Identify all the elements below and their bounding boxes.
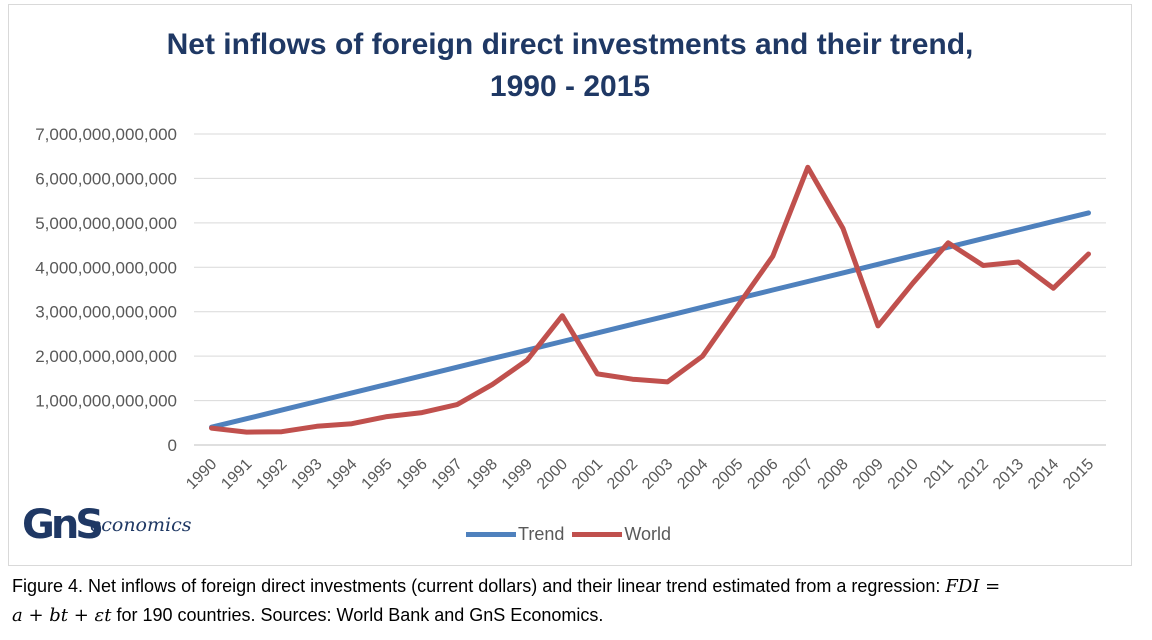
x-tick-label: 1994	[323, 456, 360, 493]
legend-item-world: World	[572, 524, 671, 545]
x-tick-label: 1999	[499, 456, 536, 493]
x-tick-label: 1991	[218, 456, 255, 493]
x-tick-label: 2002	[604, 456, 641, 493]
y-tick-label: 5,000,000,000,000	[35, 214, 177, 233]
x-tick-label: 2009	[850, 456, 887, 493]
x-tick-label: 2000	[534, 456, 571, 493]
y-tick-label: 7,000,000,000,000	[35, 125, 177, 144]
logo-mark: GnS	[22, 502, 104, 548]
x-tick-label: 1996	[394, 456, 431, 493]
x-tick-label: 2011	[921, 456, 957, 492]
series-line-trend	[209, 210, 1091, 430]
chart-title-line2: 1990 - 2015	[489, 70, 651, 103]
x-tick-label: 1997	[429, 456, 466, 493]
legend-swatch-world	[572, 532, 623, 537]
x-tick-label: 1993	[288, 456, 325, 493]
y-tick-label: 4,000,000,000,000	[35, 258, 177, 277]
x-tick-label: 1992	[253, 456, 290, 493]
chart-legend: Trend World	[466, 524, 679, 545]
x-tick-label: 2008	[815, 456, 852, 493]
gridlines	[194, 133, 1106, 446]
chart-title-line1: Net inflows of foreign direct investment…	[166, 28, 974, 61]
series-lines	[209, 164, 1091, 435]
y-tick-label: 2,000,000,000,000	[35, 347, 177, 366]
caption-text-after: for 190 countries. Sources: World Bank a…	[111, 605, 604, 625]
legend-item-trend: Trend	[466, 524, 564, 545]
y-axis-tick-labels: 0 1,000,000,000,000 2,000,000,000,000 3,000…	[35, 125, 177, 455]
x-tick-label: 2003	[639, 456, 676, 493]
series-line-world	[209, 164, 1091, 435]
x-tick-label: 2004	[674, 456, 711, 493]
x-tick-label: 2001	[569, 456, 606, 493]
x-tick-label: 2010	[885, 456, 922, 493]
caption-formula-lhs: FDI =	[945, 576, 1001, 597]
x-tick-label: 2005	[709, 456, 746, 493]
y-tick-label: 3,000,000,000,000	[35, 303, 177, 322]
x-tick-label: 2012	[955, 456, 992, 493]
y-tick-label: 6,000,000,000,000	[35, 169, 177, 188]
logo-wordmark: economics	[90, 514, 192, 536]
x-axis-tick-labels: 1990199119921993199419951996199719981999…	[183, 456, 1097, 493]
x-tick-label: 1990	[183, 456, 220, 493]
x-tick-label: 2006	[744, 456, 781, 493]
caption-text-before: Figure 4. Net inflows of foreign direct …	[12, 576, 946, 596]
y-tick-label: 0	[168, 436, 177, 455]
gns-economics-logo: GnS economics	[22, 500, 222, 552]
x-tick-label: 2007	[779, 456, 816, 493]
x-tick-label: 2015	[1060, 456, 1097, 493]
chart-frame	[8, 4, 1132, 566]
y-tick-label: 1,000,000,000,000	[35, 392, 177, 411]
legend-label-world: World	[624, 524, 672, 544]
x-tick-label: 1995	[359, 456, 396, 493]
x-tick-label: 1998	[464, 456, 501, 493]
chart-title: Net inflows of foreign direct investment…	[0, 24, 1140, 108]
x-tick-label: 2014	[1025, 456, 1062, 493]
legend-swatch-trend	[466, 532, 516, 537]
x-tick-label: 2013	[990, 456, 1027, 493]
caption-formula-rhs: a + bt + εt	[12, 605, 112, 626]
legend-label-trend: Trend	[518, 524, 565, 544]
figure-caption: Figure 4. Net inflows of foreign direct …	[12, 572, 1142, 630]
